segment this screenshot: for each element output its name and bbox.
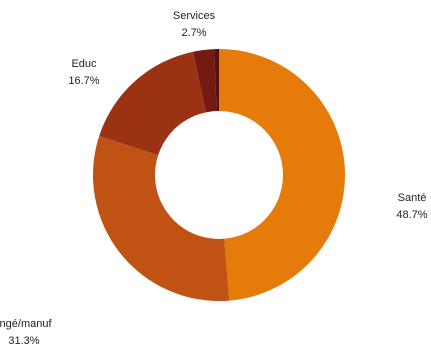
labels-layer: Santé 48.7% Ingé/manuf 31.3% Educ 16.7% Servic…	[0, 10, 428, 347]
slice-category-label: Ingé/manuf	[0, 318, 52, 330]
slice-percent-label: 48.7%	[396, 209, 427, 221]
slice-percent-label: 2.7%	[181, 27, 206, 39]
donut-hole	[155, 111, 283, 239]
slice-percent-label: 31.3%	[8, 335, 39, 347]
slice-category-label: Services	[173, 10, 216, 22]
slice-category-label: Santé	[398, 192, 427, 204]
slice-category-label: Educ	[71, 58, 97, 70]
slice-percent-label: 16.7%	[68, 75, 99, 87]
